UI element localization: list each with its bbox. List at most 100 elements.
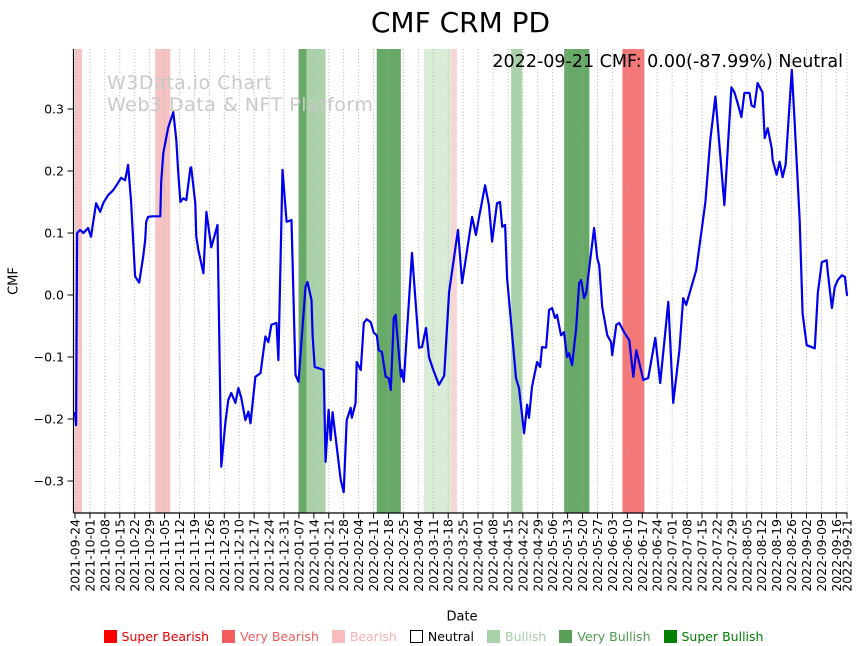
bearish-swatch-icon xyxy=(331,630,345,643)
x-tick-label: 2022-05-13 xyxy=(560,519,575,592)
x-tick-label: 2021-12-24 xyxy=(262,519,277,592)
legend-label: Neutral xyxy=(427,629,474,644)
y-tick-label: −0.1 xyxy=(34,350,64,365)
legend-label: Very Bullish xyxy=(577,629,651,644)
x-ticks-layer: 2021-09-24 2021-10-01 2021-10-08 2021-10-15… xyxy=(68,513,855,592)
watermark-line-1: W3Data.io Chart xyxy=(107,72,272,94)
x-tick-label: 2022-02-18 xyxy=(381,519,396,592)
x-tick-label: 2021-11-26 xyxy=(202,519,217,592)
legend-label: Super Bullish xyxy=(681,629,764,644)
x-tick-label: 2022-08-19 xyxy=(769,519,784,592)
legend-item-very-bearish: Very Bearish xyxy=(222,629,319,644)
x-tick-label: 2021-12-17 xyxy=(247,519,262,592)
x-tick-label: 2021-10-29 xyxy=(142,519,157,592)
band-bearish xyxy=(450,49,457,513)
x-tick-label: 2022-01-07 xyxy=(291,519,306,592)
x-tick-label: 2021-11-12 xyxy=(172,519,187,592)
x-tick-label: 2022-03-25 xyxy=(456,519,471,592)
gridlines-layer xyxy=(74,49,848,513)
x-tick-label: 2022-08-26 xyxy=(784,519,799,592)
super-bullish-swatch-icon xyxy=(663,630,677,643)
signal-legend: Super Bearish Very Bearish Bearish Neutr… xyxy=(0,629,867,644)
x-tick-label: 2021-10-08 xyxy=(97,519,112,592)
x-tick-label: 2022-08-12 xyxy=(754,519,769,592)
legend-label: Bearish xyxy=(349,629,397,644)
very-bullish-swatch-icon xyxy=(559,630,573,643)
legend-label: Super Bearish xyxy=(121,629,210,644)
x-tick-label: 2022-07-15 xyxy=(694,519,709,592)
x-tick-label: 2021-12-31 xyxy=(276,519,291,592)
x-tick-label: 2022-07-22 xyxy=(709,519,724,592)
x-tick-label: 2022-07-01 xyxy=(665,519,680,592)
x-tick-label: 2022-05-20 xyxy=(575,519,590,592)
watermark-line-2: Web3 Data & NFT Platform xyxy=(107,94,374,116)
legend-item-bullish: Bullish xyxy=(487,629,546,644)
band-very-bullish xyxy=(298,49,307,513)
legend-item-very-bullish: Very Bullish xyxy=(559,629,651,644)
y-axis-label: CMF xyxy=(6,267,22,295)
y-tick-label: 0.3 xyxy=(44,102,64,117)
y-ticks-layer: 0.3 0.2 0.1 0.0 −0.1 −0.2 −0.3 xyxy=(34,102,74,489)
neutral-swatch-icon xyxy=(409,630,423,643)
x-tick-label: 2021-12-03 xyxy=(217,519,232,592)
y-tick-label: 0.0 xyxy=(44,288,64,303)
x-axis-label: Date xyxy=(446,609,478,625)
x-tick-label: 2022-01-14 xyxy=(306,519,321,592)
x-tick-label: 2022-06-03 xyxy=(605,519,620,592)
x-tick-label: 2022-04-15 xyxy=(500,519,515,592)
x-tick-label: 2021-10-22 xyxy=(127,519,142,592)
x-tick-label: 2022-05-27 xyxy=(590,519,605,592)
x-tick-label: 2022-06-17 xyxy=(635,519,650,592)
legend-item-neutral: Neutral xyxy=(409,629,474,644)
band-very-bullish xyxy=(564,49,590,513)
band-bearish xyxy=(75,49,83,513)
band-bullish xyxy=(423,49,451,513)
band-very-bearish xyxy=(622,49,645,513)
x-tick-label: 2022-09-16 xyxy=(829,519,844,592)
x-tick-label: 2022-04-29 xyxy=(530,519,545,592)
y-tick-label: 0.1 xyxy=(44,226,64,241)
x-tick-label: 2022-04-08 xyxy=(485,519,500,592)
x-tick-label: 2021-10-15 xyxy=(112,519,127,592)
x-tick-label: 2021-12-10 xyxy=(232,519,247,592)
x-tick-label: 2022-06-10 xyxy=(620,519,635,592)
x-tick-label: 2022-02-25 xyxy=(396,519,411,592)
x-tick-label: 2022-02-04 xyxy=(351,519,366,592)
x-tick-label: 2022-05-06 xyxy=(545,519,560,592)
watermark: W3Data.io Chart Web3 Data & NFT Platform xyxy=(107,72,373,116)
very-bearish-swatch-icon xyxy=(222,630,236,643)
x-tick-label: 2022-03-04 xyxy=(411,519,426,592)
chart-title: CMF CRM PD xyxy=(370,6,551,39)
x-tick-label: 2022-09-21 xyxy=(840,519,855,592)
x-tick-label: 2022-03-11 xyxy=(426,519,441,592)
legend-item-bearish: Bearish xyxy=(331,629,397,644)
super-bearish-swatch-icon xyxy=(103,630,117,643)
x-tick-label: 2022-03-18 xyxy=(441,519,456,592)
x-tick-label: 2022-06-24 xyxy=(650,519,665,592)
y-tick-label: 0.2 xyxy=(44,164,64,179)
y-tick-label: −0.3 xyxy=(34,474,64,489)
x-tick-label: 2022-01-21 xyxy=(321,519,336,592)
legend-label: Very Bearish xyxy=(240,629,319,644)
x-tick-label: 2021-11-05 xyxy=(157,519,172,592)
band-bullish xyxy=(306,49,326,513)
x-tick-label: 2022-04-22 xyxy=(515,519,530,592)
x-tick-label: 2021-11-19 xyxy=(187,519,202,592)
bullish-swatch-icon xyxy=(487,630,500,643)
latest-value-annotation: 2022-09-21 CMF: 0.00(-87.99%) Neutral xyxy=(492,52,843,72)
x-tick-label: 2021-09-24 xyxy=(68,519,83,592)
x-tick-label: 2022-02-11 xyxy=(366,519,381,592)
x-tick-label: 2021-10-01 xyxy=(82,519,97,592)
legend-item-super-bullish: Super Bullish xyxy=(663,629,764,644)
signal-bands-layer xyxy=(75,49,645,513)
legend-item-super-bearish: Super Bearish xyxy=(103,629,210,644)
x-tick-label: 2022-04-01 xyxy=(471,519,486,592)
x-tick-label: 2022-07-29 xyxy=(724,519,739,592)
y-tick-label: −0.2 xyxy=(34,412,64,427)
x-tick-label: 2022-09-02 xyxy=(799,519,814,592)
x-tick-label: 2022-01-28 xyxy=(336,519,351,592)
legend-label: Bullish xyxy=(505,629,547,644)
band-bearish xyxy=(155,49,171,513)
